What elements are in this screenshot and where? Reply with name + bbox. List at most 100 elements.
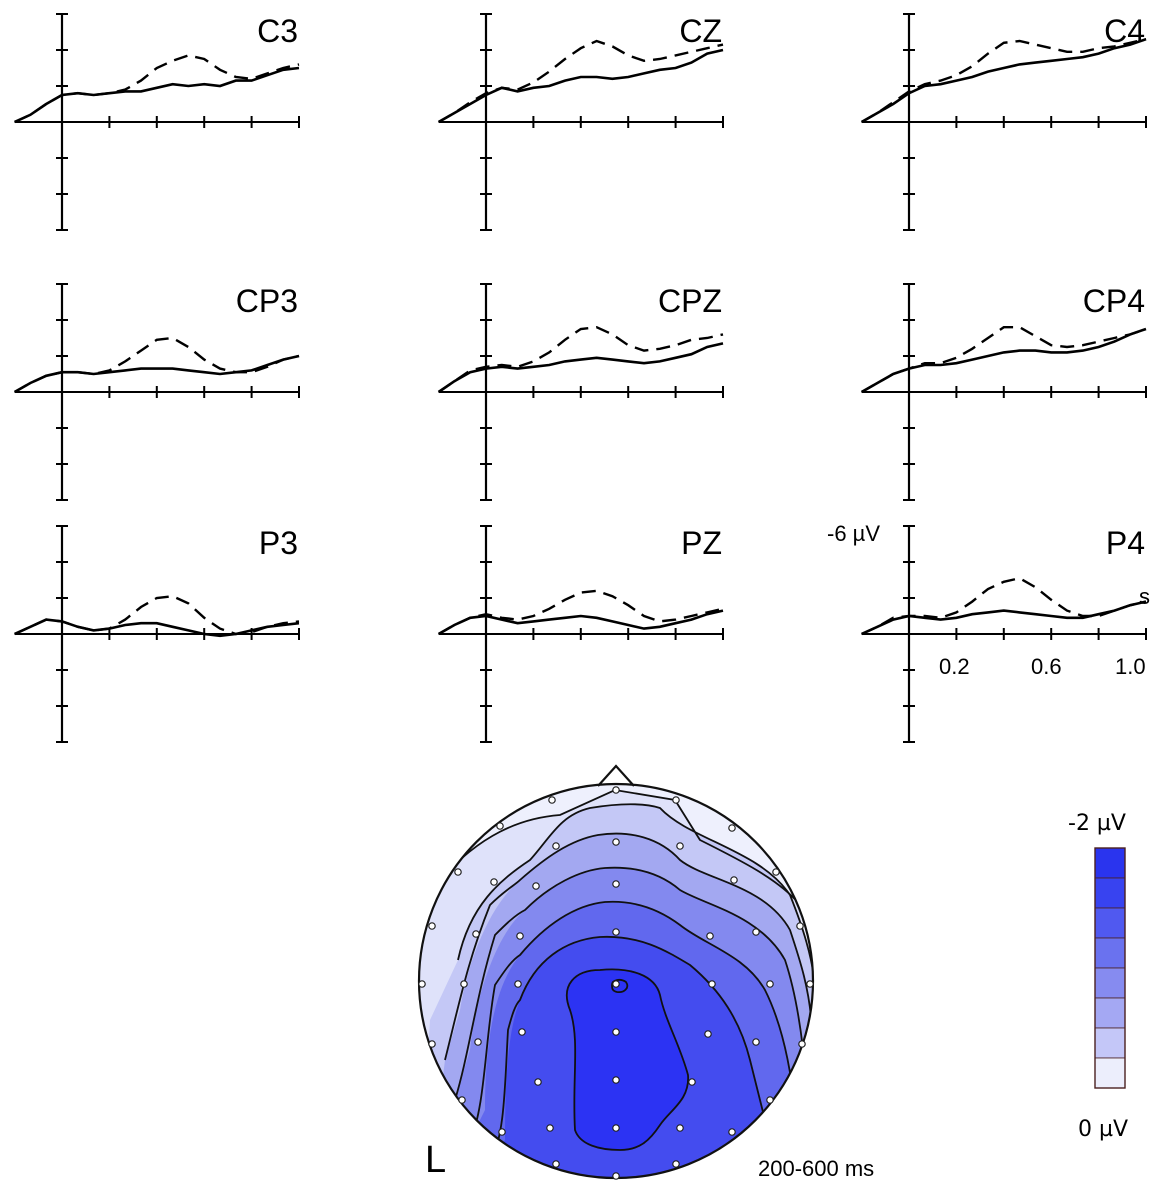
erp-panel-cp3: CP3: [13, 283, 300, 501]
channel-label: CP4: [1083, 283, 1145, 319]
waveform-solid: [13, 354, 300, 394]
x-axis-unit-label: s: [1139, 584, 1150, 609]
erp-waveform-grid: C3 CZ C4 CP3 CPZ CP4 P3 PZ P4: [13, 13, 1147, 743]
electrode-dot: [490, 878, 498, 886]
channel-label: CP3: [236, 283, 298, 319]
electrode-dot: [612, 880, 620, 888]
electrode-dot: [752, 928, 760, 936]
electrode-dot: [806, 980, 814, 988]
electrode-dot: [612, 928, 620, 936]
waveform-solid: [437, 609, 724, 636]
erp-panel-cpz: CPZ: [437, 283, 724, 501]
left-hemisphere-label: L: [425, 1139, 446, 1181]
waveform-dashed: [14, 336, 300, 394]
y-axis-scale-label: -6 µV: [827, 521, 880, 546]
waveform-solid: [861, 600, 1147, 636]
erp-panel-cp4: CP4: [860, 283, 1147, 501]
channel-label: P3: [259, 525, 298, 561]
channel-label: PZ: [681, 525, 722, 561]
waveform-dashed: [861, 576, 1147, 636]
electrode-dot: [516, 932, 524, 940]
electrode-dot: [418, 980, 426, 988]
waveform-dashed: [437, 325, 724, 393]
erp-panel-c3: C3: [14, 13, 300, 231]
electrode-dot: [612, 1124, 620, 1132]
electrode-dot: [612, 1076, 620, 1084]
electrode-dot: [458, 1096, 466, 1104]
waveform-solid: [860, 327, 1147, 394]
electrode-dot: [612, 980, 620, 988]
erp-panel-p4: P4: [861, 525, 1147, 743]
erp-panel-cz: CZ: [437, 13, 724, 231]
electrode-dot: [612, 786, 620, 794]
waveform-solid: [860, 37, 1147, 124]
electrode-dot: [772, 868, 780, 876]
colorbar-swatch: [1094, 967, 1126, 999]
electrode-dot: [796, 922, 804, 930]
channel-label: CPZ: [658, 283, 722, 319]
electrode-dot: [676, 1124, 684, 1132]
channel-label: C4: [1104, 13, 1145, 49]
electrode-dot: [532, 882, 540, 890]
waveform-dashed: [861, 38, 1147, 124]
waveform-dashed: [438, 39, 724, 124]
erp-panel-p3: P3: [14, 525, 300, 743]
colorbar: -2 µV 0 µV: [1068, 811, 1128, 1142]
electrode-dot: [688, 1078, 696, 1086]
x-tick-label: 0.2: [939, 654, 970, 679]
electrode-dot: [766, 1096, 774, 1104]
waveform-dashed: [861, 326, 1147, 394]
electrode-dot: [612, 1172, 620, 1180]
nose-outline: [597, 764, 635, 787]
electrode-dot: [730, 876, 738, 884]
electrode-dot: [708, 980, 716, 988]
electrode-dot: [728, 824, 736, 832]
colorbar-swatch: [1094, 907, 1126, 939]
channel-label: CZ: [679, 13, 722, 49]
colorbar-max-label: -2 µV: [1068, 811, 1126, 836]
time-window-label: 200-600 ms: [758, 1156, 874, 1181]
channel-label: P4: [1106, 525, 1145, 561]
electrode-markers: [418, 786, 814, 1180]
colorbar-swatch: [1094, 1027, 1126, 1059]
electrode-dot: [514, 980, 522, 988]
electrode-dot: [728, 1128, 736, 1136]
colorbar-swatch: [1094, 1057, 1126, 1089]
colorbar-swatch: [1094, 847, 1126, 879]
waveform-solid: [437, 342, 724, 394]
electrode-dot: [672, 796, 680, 804]
electrode-dot: [428, 922, 436, 930]
electrode-dot: [472, 930, 480, 938]
electrode-dot: [706, 932, 714, 940]
electrode-dot: [612, 838, 620, 846]
electrode-dot: [460, 980, 468, 988]
erp-panel-c4: C4: [860, 13, 1147, 231]
colorbar-frame: [1094, 847, 1126, 1089]
electrode-dot: [548, 796, 556, 804]
electrode-dot: [612, 1028, 620, 1036]
electrode-dot: [704, 1030, 712, 1038]
electrode-dot: [676, 842, 684, 850]
electrode-dot: [454, 868, 462, 876]
waveform-solid: [14, 66, 300, 124]
electrode-dot: [552, 842, 560, 850]
electrode-dot: [498, 1128, 506, 1136]
channel-label: C3: [257, 13, 298, 49]
colorbar-swatches: [1094, 847, 1126, 1089]
colorbar-swatch: [1094, 877, 1126, 909]
electrode-dot: [752, 1038, 760, 1046]
electrode-dot: [672, 1160, 680, 1168]
electrode-dot: [518, 1028, 526, 1036]
electrode-dot: [428, 1040, 436, 1048]
electrode-dot: [798, 1040, 806, 1048]
colorbar-min-label: 0 µV: [1078, 1117, 1128, 1142]
topography-contour-lines: [439, 789, 813, 1178]
electrode-dot: [546, 1124, 554, 1132]
electrode-dot: [552, 1160, 560, 1168]
colorbar-swatch: [1094, 997, 1126, 1029]
electrode-dot: [496, 822, 504, 830]
erp-panel-pz: PZ: [437, 525, 724, 743]
colorbar-swatch: [1094, 937, 1126, 969]
waveform-solid: [437, 48, 724, 124]
